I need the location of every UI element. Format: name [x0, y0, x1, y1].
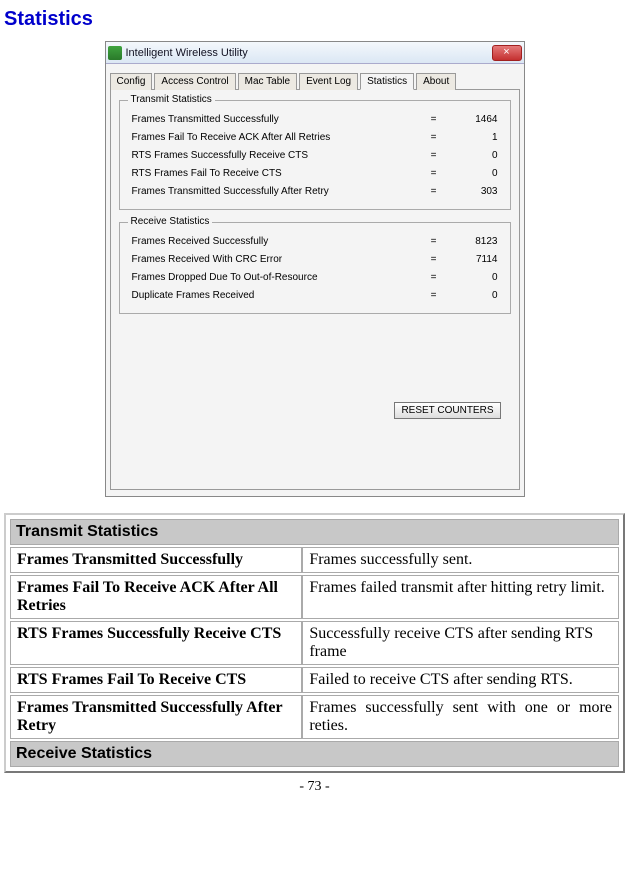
doc-table: Transmit Statistics Frames Transmitted S… — [4, 513, 625, 773]
stat-row: Frames Transmitted Successfully=1464 — [126, 111, 504, 127]
doc-term: Frames Transmitted Successfully After Re… — [10, 695, 302, 739]
equals-sign: = — [414, 254, 454, 265]
doc-row: RTS Frames Fail To Receive CTS Failed to… — [10, 667, 619, 693]
tab-statistics[interactable]: Statistics — [360, 73, 414, 90]
close-button[interactable]: × — [492, 45, 522, 61]
section-header-transmit: Transmit Statistics — [10, 519, 619, 545]
tab-event-log[interactable]: Event Log — [299, 73, 358, 90]
stat-row: Frames Transmitted Successfully After Re… — [126, 183, 504, 199]
page-number: - 73 - — [0, 779, 629, 795]
titlebar: Intelligent Wireless Utility × — [106, 42, 524, 64]
stat-label: Duplicate Frames Received — [126, 290, 414, 301]
stat-value: 0 — [454, 150, 504, 161]
section-header-receive: Receive Statistics — [10, 741, 619, 767]
tab-mac-table[interactable]: Mac Table — [238, 73, 297, 90]
doc-row: Frames Fail To Receive ACK After All Ret… — [10, 575, 619, 619]
stat-row: Frames Received With CRC Error=7114 — [126, 251, 504, 267]
doc-term: Frames Transmitted Successfully — [10, 547, 302, 573]
groupbox-receive: Receive Statistics Frames Received Succe… — [119, 222, 511, 314]
doc-desc: Frames successfully sent with one or mor… — [302, 695, 619, 739]
stat-row: Frames Dropped Due To Out-of-Resource=0 — [126, 269, 504, 285]
groupbox-transmit-legend: Transmit Statistics — [128, 94, 215, 105]
app-icon — [108, 46, 122, 60]
stat-label: Frames Transmitted Successfully After Re… — [126, 186, 414, 197]
stat-label: Frames Fail To Receive ACK After All Ret… — [126, 132, 414, 143]
doc-row: Frames Transmitted Successfully After Re… — [10, 695, 619, 739]
reset-counters-button[interactable]: RESET COUNTERS — [394, 402, 500, 419]
doc-desc: Frames failed transmit after hitting ret… — [302, 575, 619, 619]
groupbox-receive-legend: Receive Statistics — [128, 216, 213, 227]
doc-term: RTS Frames Successfully Receive CTS — [10, 621, 302, 665]
stat-value: 1464 — [454, 114, 504, 125]
equals-sign: = — [414, 114, 454, 125]
stat-row: RTS Frames Fail To Receive CTS=0 — [126, 165, 504, 181]
stat-value: 0 — [454, 290, 504, 301]
doc-row: Frames Transmitted Successfully Frames s… — [10, 547, 619, 573]
stat-value: 303 — [454, 186, 504, 197]
equals-sign: = — [414, 186, 454, 197]
tab-config[interactable]: Config — [110, 73, 153, 90]
stat-row: Duplicate Frames Received=0 — [126, 287, 504, 303]
equals-sign: = — [414, 236, 454, 247]
stat-label: Frames Received With CRC Error — [126, 254, 414, 265]
tab-about[interactable]: About — [416, 73, 456, 90]
stat-value: 7114 — [454, 254, 504, 265]
stat-value: 0 — [454, 272, 504, 283]
stat-label: RTS Frames Fail To Receive CTS — [126, 168, 414, 179]
stat-row: Frames Fail To Receive ACK After All Ret… — [126, 129, 504, 145]
stat-label: Frames Dropped Due To Out-of-Resource — [126, 272, 414, 283]
stat-value: 1 — [454, 132, 504, 143]
stat-row: Frames Received Successfully=8123 — [126, 233, 504, 249]
doc-term: Frames Fail To Receive ACK After All Ret… — [10, 575, 302, 619]
doc-desc: Successfully receive CTS after sending R… — [302, 621, 619, 665]
equals-sign: = — [414, 290, 454, 301]
stat-row: RTS Frames Successfully Receive CTS=0 — [126, 147, 504, 163]
equals-sign: = — [414, 168, 454, 179]
stat-value: 0 — [454, 168, 504, 179]
doc-row: RTS Frames Successfully Receive CTS Succ… — [10, 621, 619, 665]
stat-label: Frames Received Successfully — [126, 236, 414, 247]
doc-desc: Frames successfully sent. — [302, 547, 619, 573]
equals-sign: = — [414, 272, 454, 283]
tab-access-control[interactable]: Access Control — [154, 73, 235, 90]
equals-sign: = — [414, 132, 454, 143]
stat-value: 8123 — [454, 236, 504, 247]
stat-label: Frames Transmitted Successfully — [126, 114, 414, 125]
equals-sign: = — [414, 150, 454, 161]
stat-label: RTS Frames Successfully Receive CTS — [126, 150, 414, 161]
tab-panel: Transmit Statistics Frames Transmitted S… — [110, 90, 520, 490]
tab-strip: Config Access Control Mac Table Event Lo… — [110, 72, 520, 90]
window-title: Intelligent Wireless Utility — [126, 47, 492, 59]
doc-desc: Failed to receive CTS after sending RTS. — [302, 667, 619, 693]
page-title: Statistics — [4, 8, 629, 31]
doc-term: RTS Frames Fail To Receive CTS — [10, 667, 302, 693]
groupbox-transmit: Transmit Statistics Frames Transmitted S… — [119, 100, 511, 210]
app-window: Intelligent Wireless Utility × Config Ac… — [105, 41, 525, 497]
